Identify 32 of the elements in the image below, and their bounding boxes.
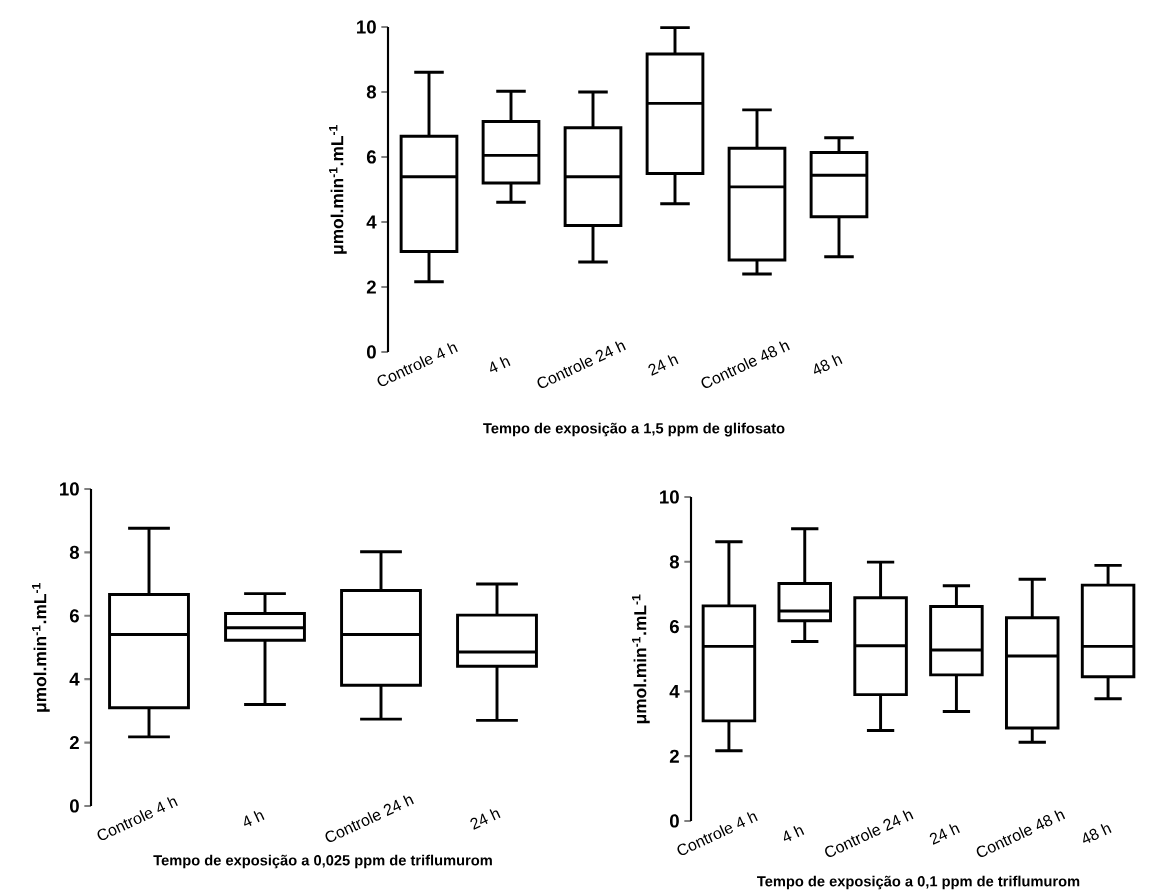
y-tick-label: 10 bbox=[357, 20, 376, 34]
x-axis-title: Tempo de exposição a 1,5 ppm de glifosato bbox=[483, 422, 785, 437]
y-tick-label: 8 bbox=[69, 545, 80, 559]
y-tick-label: 0 bbox=[69, 799, 79, 813]
y-axis-title: μmol.min$^{-1}$.mL$^{-1}$ bbox=[632, 594, 650, 724]
x-tick-label: 24 h bbox=[648, 355, 679, 376]
x-tick-label: 4 h bbox=[783, 826, 805, 841]
y-tick-label: 8 bbox=[669, 555, 680, 569]
y-tick-label: 10 bbox=[60, 482, 79, 496]
y-axis-title: μmol.min$^{-1}$.mL$^{-1}$ bbox=[329, 125, 347, 254]
y-tick-label: 4 bbox=[669, 684, 680, 698]
y-tick-label: 2 bbox=[669, 749, 679, 763]
y-axis-title: μmol.min$^{-1}$.mL$^{-1}$ bbox=[32, 583, 50, 712]
x-axis-title: Tempo de exposição a 0,025 ppm de triflumurom bbox=[153, 854, 492, 869]
y-tick-label: 2 bbox=[366, 280, 376, 294]
y-tick-label: 8 bbox=[366, 85, 377, 99]
y-tick-label: 6 bbox=[669, 619, 679, 634]
x-axis-title: Tempo de exposição a 0,1 ppm de triflumurom bbox=[757, 875, 1080, 890]
x-tick-label: 48 h bbox=[1083, 824, 1112, 843]
x-tick-label: 24 h bbox=[470, 809, 501, 830]
x-tick-label: 24 h bbox=[929, 824, 960, 845]
y-tick-label: 10 bbox=[660, 490, 679, 504]
x-tick-label: 48 h bbox=[814, 355, 843, 374]
x-tick-label: 4 h bbox=[490, 357, 511, 372]
y-tick-label: 6 bbox=[366, 150, 376, 164]
y-tick-label: 0 bbox=[366, 345, 376, 359]
x-tick-label: 4 h bbox=[244, 811, 265, 826]
y-tick-label: 6 bbox=[69, 609, 79, 623]
y-tick-label: 0 bbox=[669, 814, 679, 828]
y-tick-label: 4 bbox=[366, 215, 377, 229]
y-tick-label: 2 bbox=[69, 736, 79, 750]
y-tick-label: 4 bbox=[69, 672, 80, 686]
